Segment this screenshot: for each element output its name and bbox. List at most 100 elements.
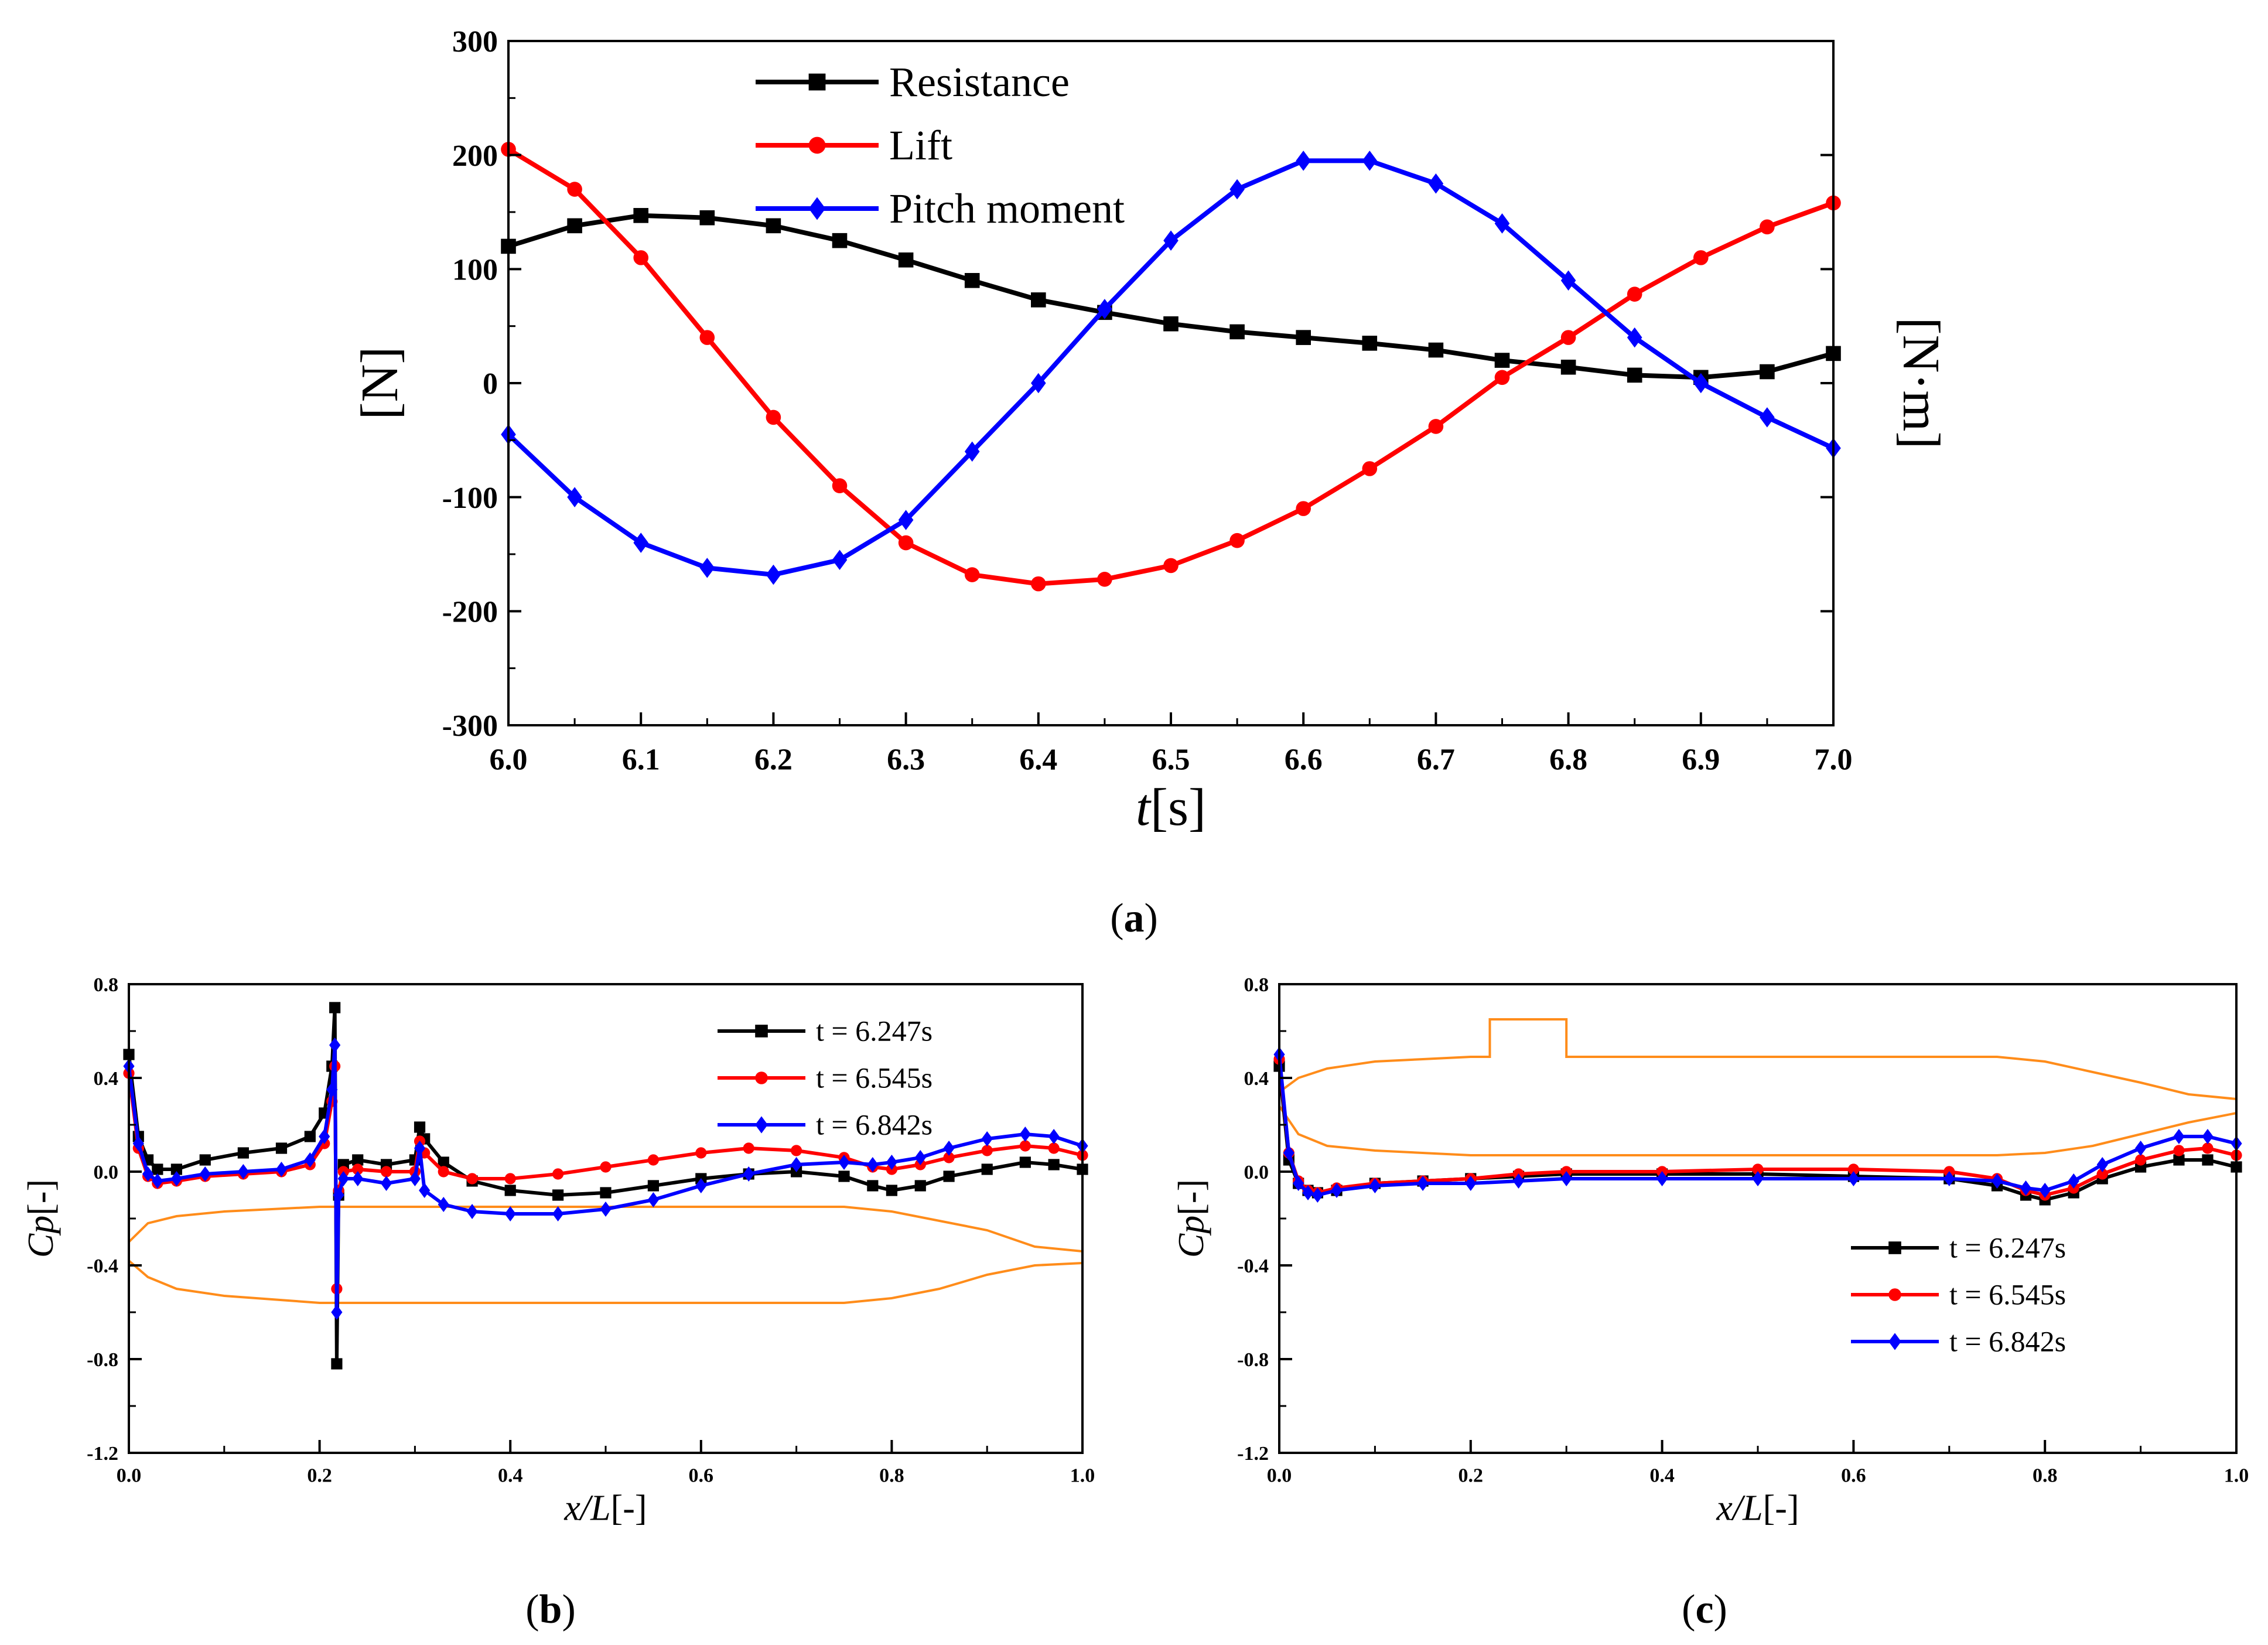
data-point: [914, 1180, 926, 1192]
y-axis-label: [N]: [351, 347, 409, 420]
x-axis-label: t[s]: [1136, 779, 1206, 837]
data-point: [600, 1187, 612, 1199]
panel-c-caption: (c): [1682, 1587, 1727, 1632]
data-point: [633, 250, 648, 265]
data-point: [2135, 1154, 2147, 1166]
data-point: [1019, 1156, 1031, 1168]
data-point: [304, 1152, 316, 1168]
legend-entry-label: t = 6.545s: [1949, 1278, 2066, 1311]
data-point: [2020, 1180, 2032, 1196]
data-point: [600, 1202, 612, 1217]
data-point: [898, 510, 914, 530]
data-point: [414, 1121, 426, 1133]
data-point: [1760, 407, 1775, 428]
data-point: [943, 1170, 955, 1182]
data-point: [2039, 1183, 2051, 1198]
legend-entry-label: t = 6.247s: [816, 1015, 933, 1047]
data-point: [567, 487, 582, 507]
panel-b-label: b: [539, 1587, 562, 1632]
data-point: [1362, 151, 1378, 171]
x-tick-label: 6.9: [1682, 743, 1720, 776]
legend-entry-label: t = 6.545s: [816, 1062, 933, 1094]
hull-outline-lower: [128, 1260, 1083, 1304]
y-tick-label: 0.8: [1244, 974, 1269, 996]
data-point: [1302, 1185, 1314, 1200]
x-tick-label: 6.5: [1152, 743, 1190, 776]
data-point: [2096, 1168, 2108, 1180]
data-point: [1627, 367, 1642, 383]
data-point: [1097, 572, 1112, 587]
y-tick-label: 0.0: [1244, 1162, 1269, 1183]
data-point: [170, 1171, 182, 1186]
legend: t = 6.247s t = 6.545s t = 6.842s: [718, 1015, 933, 1141]
y-tick-label: 300: [452, 25, 498, 59]
chart-a: 6.0 6.1 6.2 6.3 6.4 6.5 6.6 6.7 6.8 6.9 7.0 -300 -20…: [351, 25, 1950, 837]
legend: Resistance Lift Pitch moment: [756, 59, 1125, 232]
x-axis-label: x/L[-]: [563, 1488, 647, 1528]
data-point: [1331, 1183, 1343, 1198]
y-tick-label: 0.0: [94, 1162, 119, 1183]
data-point: [832, 233, 848, 248]
x-tick-label: 6.4: [1019, 743, 1057, 776]
data-point: [1048, 1129, 1060, 1144]
data-point: [633, 533, 648, 553]
data-point: [352, 1163, 364, 1175]
data-point: [1560, 330, 1576, 345]
data-point: [237, 1147, 249, 1159]
data-point: [981, 1145, 993, 1156]
x-tick-label: 6.1: [622, 743, 660, 776]
x-axis-label-unit: [s]: [1150, 779, 1206, 837]
data-point: [1097, 299, 1112, 319]
data-point: [1760, 219, 1775, 235]
data-point: [647, 1180, 659, 1192]
y-tick-label: -1.2: [87, 1443, 118, 1465]
data-point: [1311, 1187, 1323, 1203]
x-tick-label: 1.0: [2224, 1465, 2249, 1486]
data-point: [419, 1183, 431, 1198]
data-point: [1560, 1171, 1572, 1186]
data-point: [1627, 327, 1642, 348]
data-point: [886, 1185, 897, 1196]
data-point: [152, 1173, 163, 1189]
series-line-2: [127, 1064, 1083, 1291]
data-point: [1943, 1171, 1955, 1186]
data-point: [152, 1163, 163, 1175]
x-tick-label: 0.6: [1841, 1465, 1866, 1486]
legend: t = 6.247s t = 6.545s t = 6.842s: [1851, 1231, 2066, 1358]
data-point: [199, 1166, 211, 1182]
y-axis-label: Cp[-]: [1171, 1179, 1211, 1258]
data-point: [275, 1162, 288, 1177]
data-point: [1048, 1159, 1060, 1170]
data-point: [1752, 1163, 1764, 1175]
data-point: [647, 1192, 659, 1207]
data-point: [438, 1197, 449, 1212]
data-point: [552, 1189, 564, 1201]
data-point: [2135, 1141, 2147, 1156]
data-point: [329, 1002, 341, 1013]
x-tick-label: 0.0: [117, 1465, 142, 1486]
data-point: [1163, 558, 1179, 574]
data-point: [695, 1178, 707, 1193]
panel-b-caption: (b): [525, 1587, 576, 1632]
y-tick-label: -200: [442, 596, 498, 629]
plot-frame: [507, 40, 1835, 726]
plot-frame: [1278, 983, 2238, 1454]
data-point: [352, 1171, 364, 1186]
y-tick-label: 0.4: [94, 1068, 119, 1090]
legend-entry-label: Lift: [889, 122, 952, 169]
legend-marker: [808, 136, 826, 154]
y-tick-label: -1.2: [1237, 1443, 1269, 1465]
data-point: [1163, 316, 1179, 332]
data-point: [1512, 1173, 1525, 1189]
x-tick-label: 6.7: [1417, 743, 1455, 776]
data-point: [199, 1154, 211, 1166]
data-point: [832, 478, 848, 493]
data-point: [1048, 1142, 1060, 1154]
x-tick-label: 0.2: [1459, 1465, 1484, 1486]
data-point: [2202, 1129, 2214, 1144]
y-tick-label: -0.4: [87, 1255, 118, 1277]
x-tick-label: 6.3: [887, 743, 925, 776]
data-point: [981, 1131, 993, 1146]
x-axis-label-unit: [-]: [1763, 1488, 1799, 1528]
